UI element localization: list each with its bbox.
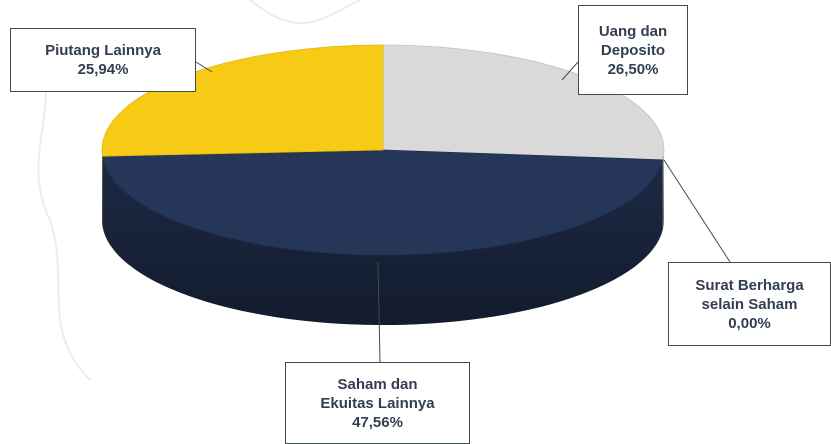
slice-label: Uang dan Deposito 26,50% [578,5,688,95]
pie-side-shade [662,150,664,230]
label-name: Surat Berharga selain Saham [695,276,804,313]
leader-line [663,159,731,263]
label-value: 26,50% [607,60,659,78]
slice-label: Surat Berharga selain Saham 0,00% [668,262,831,346]
pie-side-shade [102,156,663,326]
label-value: 0,00% [728,314,771,332]
label-name: Saham dan Ekuitas Lainnya [320,375,435,412]
background-outline [37,0,361,381]
label-value: 47,56% [352,413,403,431]
leader-line [195,61,213,73]
pie-walls [102,150,664,326]
label-name: Piutang Lainnya [45,42,161,59]
slice-label: Piutang Lainnya 25,94% [10,28,196,92]
leader-line [561,61,579,81]
leader-line [377,261,381,363]
pie-slice [102,149,664,256]
pie-tops [101,44,665,256]
label-value: 25,94% [77,61,129,78]
label-name: Uang dan Deposito [598,22,668,59]
slice-label: Saham dan Ekuitas Lainnya 47,56% [285,362,470,444]
